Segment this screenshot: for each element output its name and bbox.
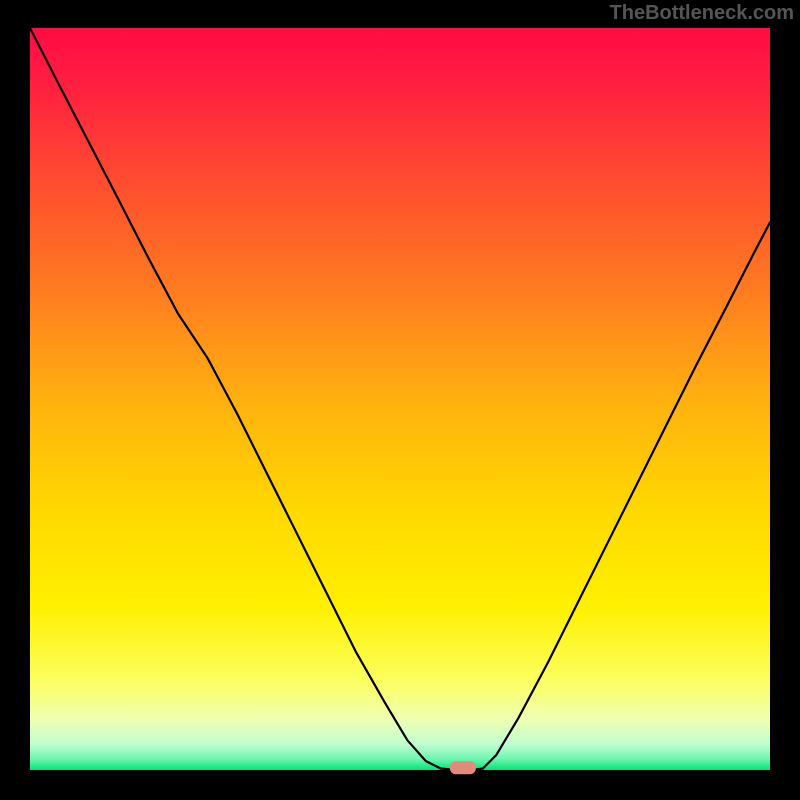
optimal-marker	[450, 761, 476, 774]
chart-container: TheBottleneck.com	[0, 0, 800, 800]
plot-background	[30, 28, 770, 770]
bottleneck-chart	[0, 0, 800, 800]
watermark-label: TheBottleneck.com	[610, 2, 794, 25]
